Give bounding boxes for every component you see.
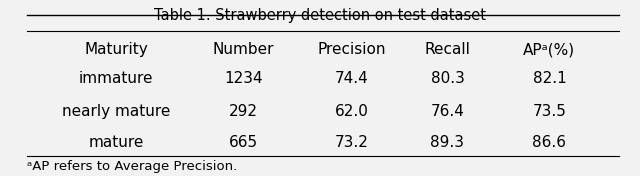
- Text: 80.3: 80.3: [431, 71, 465, 86]
- Text: nearly mature: nearly mature: [62, 104, 170, 119]
- Text: Precision: Precision: [317, 42, 386, 57]
- Text: Table 1. Strawberry detection on test dataset: Table 1. Strawberry detection on test da…: [154, 8, 486, 23]
- Text: 89.3: 89.3: [431, 135, 465, 150]
- Text: APᵃ(%): APᵃ(%): [524, 42, 575, 57]
- Text: 76.4: 76.4: [431, 104, 465, 119]
- Text: 86.6: 86.6: [532, 135, 566, 150]
- Text: mature: mature: [88, 135, 144, 150]
- Text: 82.1: 82.1: [532, 71, 566, 86]
- Text: immature: immature: [79, 71, 154, 86]
- Text: Maturity: Maturity: [84, 42, 148, 57]
- Text: Number: Number: [212, 42, 275, 57]
- Text: 73.5: 73.5: [532, 104, 566, 119]
- Text: 73.2: 73.2: [335, 135, 369, 150]
- Text: 62.0: 62.0: [335, 104, 369, 119]
- Text: ᵃAP refers to Average Precision.: ᵃAP refers to Average Precision.: [27, 160, 237, 173]
- Text: 1234: 1234: [224, 71, 263, 86]
- Text: 292: 292: [229, 104, 258, 119]
- Text: 74.4: 74.4: [335, 71, 369, 86]
- Text: 665: 665: [229, 135, 258, 150]
- Text: Recall: Recall: [424, 42, 470, 57]
